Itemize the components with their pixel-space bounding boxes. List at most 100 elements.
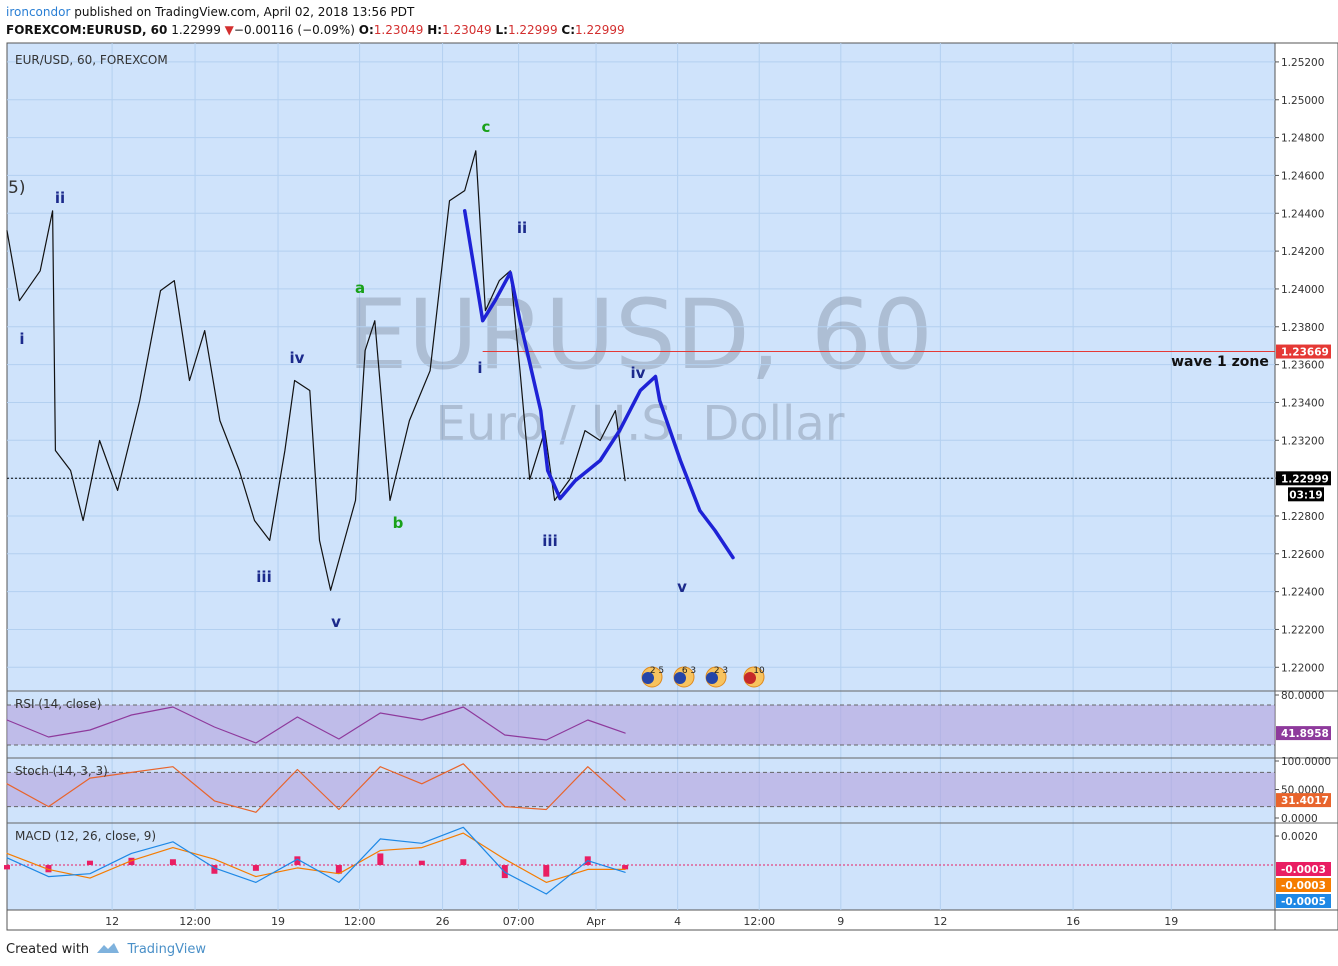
value-tag-label: 31.4017 [1281, 795, 1329, 807]
user-link[interactable]: ironcondor [6, 5, 71, 19]
last: 1.22999 [171, 23, 221, 37]
event-label: 6 3 [682, 666, 696, 676]
event-label: 2 5 [650, 666, 664, 676]
x-tick-label: 19 [271, 915, 285, 928]
ohlc-value: 1.23049 [373, 23, 424, 37]
histogram-bar [128, 857, 135, 866]
footer-text: Created with [6, 942, 90, 957]
ohlc-value: 1.23049 [442, 23, 492, 37]
wave-label: ii [55, 189, 65, 207]
y-tick-label: 1.24400 [1281, 208, 1324, 220]
footer-brand[interactable]: TradingView [127, 942, 206, 957]
logo [97, 943, 120, 953]
value-tag [1276, 894, 1331, 908]
wave-label: b [393, 514, 404, 532]
wave-label: iv [631, 364, 646, 382]
chart: 12 12:00 19 12:00 26 07:00 Apr 4 12:00 9 12 16 19 EUR… [4, 42, 1338, 931]
arrow: ▼ [224, 23, 234, 37]
band-fill [7, 705, 1275, 745]
x-tick-label: 26 [436, 915, 450, 928]
x-tick-label: 4 [674, 915, 681, 928]
event-flag [744, 672, 756, 684]
event-flag [642, 672, 654, 684]
event-label: 2 3 [714, 666, 728, 676]
ohlc-label: H: [427, 23, 443, 37]
histogram-bar [377, 853, 384, 866]
histogram-bar [543, 865, 550, 877]
value-tag [1276, 793, 1331, 808]
wave-label: wave 1 zone [1171, 354, 1269, 370]
wave-label: ii [517, 219, 527, 237]
header: ironcondor published on TradingView.com,… [6, 3, 625, 39]
wave-label: i [477, 359, 482, 377]
histogram-bar [418, 860, 425, 866]
wave-label: c [482, 118, 491, 136]
y-tick-label: 1.22400 [1281, 587, 1324, 599]
event-flag [706, 672, 718, 684]
histogram-bar [460, 859, 467, 866]
value-tag-label: -0.0005 [1281, 896, 1326, 908]
y-tick-label: 1.23800 [1281, 322, 1324, 334]
y-tick-label: 1.24200 [1281, 246, 1324, 258]
x-tick-label: 12:00 [179, 915, 211, 928]
y-tick-label: 1.23200 [1281, 435, 1324, 447]
wave-label: 5) [8, 178, 25, 198]
x-tick-label: 9 [837, 915, 844, 928]
value-tag-label: -0.0003 [1281, 864, 1326, 876]
countdown: 03:19 [1289, 489, 1322, 501]
histogram-bar [335, 865, 342, 874]
histogram-bar [211, 865, 218, 874]
histogram-bar [252, 865, 259, 871]
price-tag-label: 1.23669 [1281, 347, 1329, 359]
wave-label: v [331, 613, 341, 631]
plot-background [7, 43, 1275, 910]
value-tag-label: -0.0003 [1281, 880, 1326, 892]
histogram-bar [86, 860, 93, 866]
x-tick-label: 12 [105, 915, 119, 928]
watermark: EURUSD, 60 [347, 279, 933, 391]
histogram-bar [622, 865, 629, 870]
published: published on TradingView.com, April 02, … [74, 5, 415, 19]
y-tick-label: 1.22800 [1281, 511, 1324, 523]
y-tick-label: 1.24800 [1281, 133, 1324, 145]
y-tick-label: 100.0000 [1281, 756, 1331, 768]
series-line [6, 763, 626, 813]
symbol: FOREXCOM:EURUSD, 60 [6, 23, 168, 37]
wave-label: v [677, 578, 687, 596]
pane-title: MACD (12, 26, close, 9) [15, 829, 156, 843]
watermark-sub: Euro / U.S. Dollar [435, 396, 844, 452]
x-tick-label: 12:00 [344, 915, 376, 928]
wave-label: iii [542, 532, 557, 550]
wave-label: iii [256, 568, 271, 586]
x-tick-label: 12 [933, 915, 947, 928]
pane-title: Stoch (14, 3, 3) [15, 764, 108, 778]
price-tag-label: 1.22999 [1281, 473, 1329, 485]
y-tick-label: 1.23600 [1281, 360, 1324, 372]
x-tick-label: 19 [1164, 915, 1178, 928]
event-label: 10 [753, 666, 765, 676]
wave-label: i [19, 330, 24, 348]
countdown-tag [1288, 487, 1324, 502]
y-tick-label: 1.25200 [1281, 57, 1324, 69]
value-tag [1276, 862, 1331, 876]
x-tick-label: 16 [1066, 915, 1080, 928]
series-line [462, 209, 735, 560]
x-tick-label: Apr [587, 915, 607, 928]
y-tick-label: 0.0020 [1281, 831, 1318, 843]
x-tick-label: 12:00 [743, 915, 775, 928]
change: −0.00116 (−0.09%) [233, 23, 355, 37]
histogram-bar [45, 865, 52, 873]
band-fill [7, 772, 1275, 807]
ohlc-label: C: [561, 23, 576, 37]
series-line [6, 150, 626, 591]
footer: Created with TradingView [6, 939, 206, 957]
chart-border [6, 42, 1338, 931]
x-tick-label: 07:00 [503, 915, 535, 928]
y-tick-label: 80.0000 [1281, 690, 1324, 702]
y-tick-label: 0.0000 [1281, 813, 1318, 825]
wave-label: iv [290, 349, 305, 367]
value-tag-label: 41.8958 [1281, 728, 1329, 740]
series-line [6, 826, 626, 895]
value-tag [1276, 878, 1331, 892]
y-tick-label: 1.22000 [1281, 662, 1324, 674]
